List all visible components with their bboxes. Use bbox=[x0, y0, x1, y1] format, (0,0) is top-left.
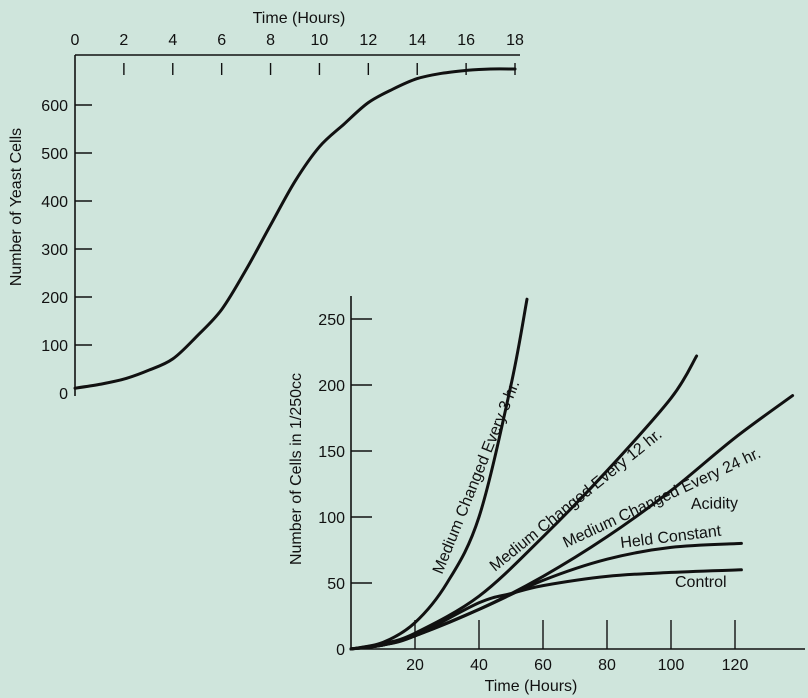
chart1-x-tick-label: 6 bbox=[217, 32, 226, 49]
chart2-x-tick-label: 40 bbox=[470, 657, 488, 674]
chart1-growth-curve bbox=[73, 67, 517, 390]
chart1-x-tick-label: 12 bbox=[359, 32, 377, 49]
chart1-y-tick-label: 200 bbox=[41, 290, 68, 307]
yeast-growth-chart: Time (Hours) Number of Yeast Cells 0 2 4 6 8… bbox=[8, 10, 524, 403]
chart2-y-tick-label: 100 bbox=[318, 510, 345, 527]
chart1-x-tick-label: 14 bbox=[408, 32, 426, 49]
chart1-x-tick-label: 8 bbox=[266, 32, 275, 49]
chart2-y-tick-label: 150 bbox=[318, 444, 345, 461]
chart2-y-tick-label: 200 bbox=[318, 378, 345, 395]
chart2-x-tick-label: 60 bbox=[534, 657, 552, 674]
chart2-series-curve bbox=[349, 568, 743, 651]
chart2-y-tick-label: 0 bbox=[336, 642, 345, 659]
label-control: Control bbox=[675, 574, 727, 591]
chart2-x-axis-label: Time (Hours) bbox=[485, 678, 578, 695]
chart1-x-tick-label: 16 bbox=[457, 32, 475, 49]
chart1-y-tick-label: 300 bbox=[41, 242, 68, 259]
chart2-y-axis-label: Number of Cells in 1/250cc bbox=[288, 373, 305, 565]
chart1-y-tick-label: 500 bbox=[41, 146, 68, 163]
chart1-y-tick-label: 600 bbox=[41, 98, 68, 115]
chart1-x-tick-label: 18 bbox=[506, 32, 524, 49]
chart2-y-tick-label: 50 bbox=[327, 576, 345, 593]
chart2-x-tick-label: 20 bbox=[406, 657, 424, 674]
chart1-y-tick-label: 400 bbox=[41, 194, 68, 211]
chart2-y-tick-label: 250 bbox=[318, 312, 345, 329]
chart2-x-tick-label: 100 bbox=[658, 657, 685, 674]
chart1-x-tick-label: 4 bbox=[168, 32, 177, 49]
chart1-x-tick-label: 2 bbox=[119, 32, 128, 49]
chart1-x-tick-label: 0 bbox=[71, 32, 80, 49]
chart1-y-tick-label: 0 bbox=[59, 386, 68, 403]
chart1-y-axis-label: Number of Yeast Cells bbox=[8, 128, 25, 286]
label-acidity: Acidity bbox=[691, 495, 738, 513]
chart2-x-tick-label: 80 bbox=[598, 657, 616, 674]
chart1-y-tick-label: 100 bbox=[41, 338, 68, 355]
chart1-x-tick-label: 10 bbox=[311, 32, 329, 49]
chart2-x-tick-label: 120 bbox=[722, 657, 749, 674]
chart1-x-axis-label: Time (Hours) bbox=[253, 10, 346, 27]
